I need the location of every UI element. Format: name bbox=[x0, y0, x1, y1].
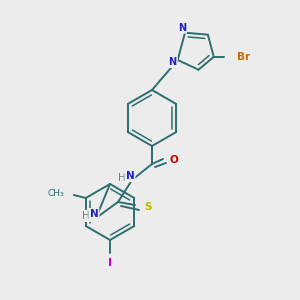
Text: N: N bbox=[126, 171, 134, 181]
Text: N: N bbox=[178, 23, 186, 33]
Text: H: H bbox=[118, 173, 126, 183]
Text: I: I bbox=[108, 258, 112, 268]
Text: N: N bbox=[169, 57, 177, 67]
Text: Br: Br bbox=[237, 52, 250, 62]
Text: N: N bbox=[90, 209, 98, 219]
Text: H: H bbox=[82, 211, 90, 221]
Text: S: S bbox=[144, 202, 152, 212]
Text: O: O bbox=[169, 155, 178, 165]
Text: CH₃: CH₃ bbox=[47, 188, 64, 197]
